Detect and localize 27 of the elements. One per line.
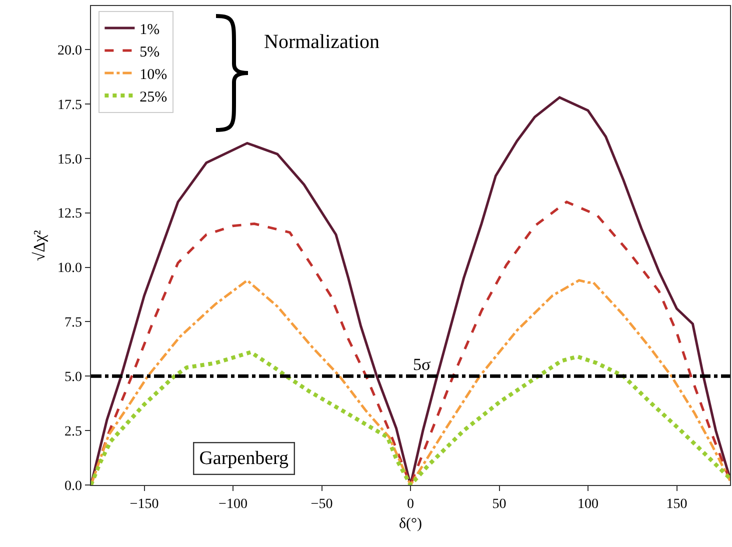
y-tick-label: 12.5 bbox=[58, 206, 82, 222]
legend-label: 1% bbox=[140, 22, 160, 38]
x-axis-title: δ(°) bbox=[398, 516, 422, 532]
line-series bbox=[91, 350, 730, 485]
x-tick-label: 0 bbox=[407, 497, 414, 512]
x-tick-label: 150 bbox=[666, 497, 688, 512]
legend-label: 25% bbox=[140, 89, 168, 106]
annotation: Garpenberg bbox=[199, 448, 290, 470]
y-tick-label: 7.5 bbox=[64, 316, 82, 331]
y-tick-label: 10.0 bbox=[58, 261, 82, 276]
x-tick-label: 50 bbox=[492, 497, 506, 512]
x-tick-label: −50 bbox=[310, 497, 333, 512]
legend-title: Normalization bbox=[264, 31, 380, 53]
x-tick-label: −150 bbox=[130, 497, 159, 512]
line-series bbox=[91, 279, 730, 485]
y-tick-label: 2.5 bbox=[64, 424, 82, 440]
y-tick-label: 0.0 bbox=[64, 478, 82, 494]
ref-line-label: 5σ bbox=[413, 355, 431, 374]
y-tick-label: 15.0 bbox=[58, 152, 82, 168]
y-axis-title: √Δχ² bbox=[32, 230, 48, 261]
legend-label: 10% bbox=[140, 66, 168, 83]
x-tick-label: 100 bbox=[578, 497, 598, 512]
y-tick-label: 20.0 bbox=[58, 43, 82, 58]
x-tick-label: −100 bbox=[218, 497, 248, 512]
y-tick-label: 5.0 bbox=[64, 370, 82, 386]
legend-label: 5% bbox=[140, 44, 160, 60]
y-tick-label: 17.5 bbox=[58, 98, 82, 113]
